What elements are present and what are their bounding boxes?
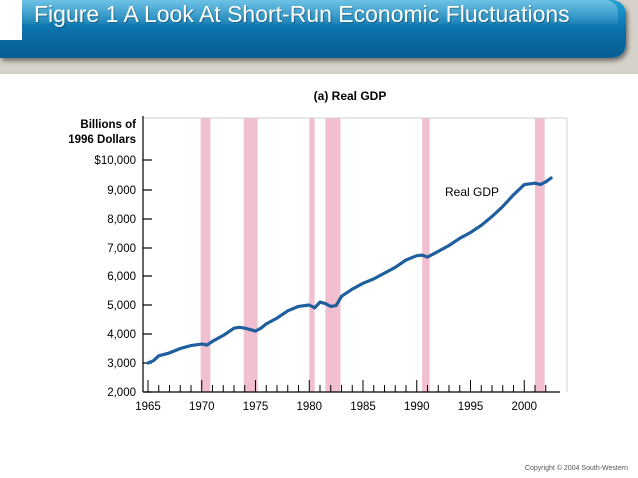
x-tick-label-2000: 2000	[511, 401, 537, 413]
x-tick-label-1975: 1975	[243, 401, 269, 413]
y-tick-label-9000: 9,000	[107, 185, 136, 197]
title-corner-stripe	[0, 0, 22, 40]
recession-band-2	[309, 118, 315, 392]
chart-title: (a) Real GDP	[314, 89, 387, 103]
x-tick-label-1985: 1985	[350, 401, 376, 413]
series-line-0	[146, 176, 553, 365]
recession-band-3	[325, 118, 341, 392]
y-tick-label-10000: $10,000	[94, 155, 136, 167]
slide-title: Figure 1 A Look At Short-Run Economic Fl…	[34, 1, 570, 27]
chart-panel	[0, 74, 638, 478]
y-tick-label-7000: 7,000	[107, 243, 136, 255]
x-tick-label-1995: 1995	[458, 401, 484, 413]
y-axis-label-line-0: Billions of	[80, 119, 136, 131]
x-tick-label-1990: 1990	[404, 401, 430, 413]
series-label-0: Real GDP	[445, 185, 499, 199]
copyright-text: Copyright © 2004 South-Western	[524, 465, 628, 472]
x-tick-label-1970: 1970	[189, 401, 215, 413]
y-tick-label-5000: 5,000	[107, 300, 136, 312]
recession-band-0	[200, 118, 211, 392]
y-tick-label-8000: 8,000	[107, 214, 136, 226]
recession-band-1	[243, 118, 258, 392]
y-tick-label-4000: 4,000	[107, 329, 136, 341]
recession-band-5	[535, 118, 545, 392]
y-tick-label-6000: 6,000	[107, 271, 136, 283]
title-bar	[0, 0, 626, 58]
y-axis-label-line-1: 1996 Dollars	[68, 134, 136, 146]
y-tick-label-2000: 2,000	[107, 387, 136, 399]
title-bar-shine	[0, 0, 618, 24]
x-tick-label-1980: 1980	[296, 401, 322, 413]
x-tick-label-1965: 1965	[135, 401, 161, 413]
y-tick-label-3000: 3,000	[107, 358, 136, 370]
